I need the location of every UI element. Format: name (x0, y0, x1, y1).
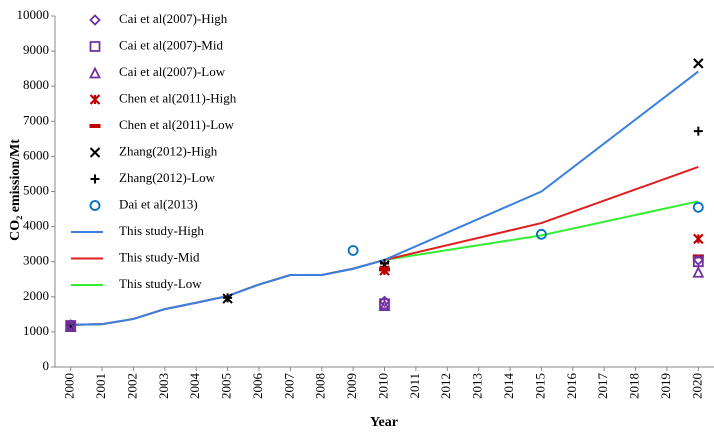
y-tick-label: 6000 (23, 147, 49, 162)
y-tick-label: 0 (43, 358, 50, 373)
x-tick-label: 2012 (438, 373, 453, 399)
y-tick-label: 9000 (23, 42, 49, 57)
y-axis-label: CO₂ emission/Mt (8, 139, 23, 241)
legend-label: This study-Low (119, 276, 202, 291)
x-tick-label: 2002 (124, 373, 139, 399)
x-tick-label: 2020 (689, 373, 704, 399)
x-tick-label: 2017 (595, 373, 610, 400)
x-axis-label: Year (370, 415, 398, 430)
scatter-point (379, 265, 390, 276)
legend-label: Cai et al(2007)-Mid (119, 37, 223, 52)
x-tick-label: 2007 (281, 373, 296, 400)
x-tick-label: 2009 (344, 373, 359, 399)
scatter-point (378, 299, 391, 311)
legend-marker (89, 147, 101, 158)
scatter-point (693, 58, 704, 69)
legend-marker (89, 66, 101, 79)
x-tick-label: 2004 (187, 373, 202, 400)
legend-label: Zhang(2012)-High (119, 143, 218, 158)
scatter-point (692, 254, 705, 266)
legend-label: Chen et al(2011)-High (119, 90, 237, 105)
x-tick-label: 2013 (470, 373, 485, 399)
x-tick-label: 2006 (250, 373, 265, 400)
scatter-point (692, 265, 705, 278)
x-tick-label: 2010 (375, 373, 390, 399)
legend-label: Chen et al(2011)-Low (119, 117, 235, 132)
scatter-point (64, 319, 77, 331)
legend-marker (89, 41, 101, 52)
x-tick-label: 2005 (219, 373, 234, 399)
legend-marker (89, 14, 101, 26)
legend-label: This study-Mid (119, 249, 200, 264)
x-tick-label: 2001 (93, 373, 108, 399)
y-tick-label: 5000 (23, 182, 49, 197)
scatter-point (536, 228, 547, 240)
y-tick-label: 10000 (17, 7, 50, 22)
scatter-point (693, 233, 704, 245)
x-tick-label: 2003 (156, 373, 171, 399)
x-tick-label: 2018 (627, 373, 642, 399)
y-tick-label: 8000 (23, 77, 49, 92)
x-tick-label: 2014 (501, 373, 516, 400)
y-tick-label: 3000 (23, 253, 49, 268)
x-tick-label: 2011 (407, 373, 422, 399)
scatter-point (692, 201, 704, 213)
legend-marker (90, 174, 100, 184)
legend-marker (89, 200, 101, 211)
x-tick-label: 2016 (564, 373, 579, 400)
x-tick-label: 2015 (532, 373, 547, 399)
scatter-point (347, 245, 359, 256)
legend-label: Cai et al(2007)-High (119, 11, 228, 26)
legend-label: This study-High (119, 223, 204, 238)
y-tick-label: 4000 (23, 218, 49, 233)
scatter-point (222, 293, 233, 304)
scatter-point (693, 126, 703, 136)
y-tick-label: 1000 (23, 323, 49, 338)
legend-marker (89, 94, 101, 105)
x-tick-label: 2000 (62, 373, 77, 399)
legend-label: Dai et al(2013) (119, 196, 198, 211)
x-tick-label: 2019 (658, 373, 673, 399)
scatter-point (378, 295, 391, 308)
x-tick-label: 2008 (313, 373, 328, 399)
legend-label: Zhang(2012)-Low (119, 170, 216, 185)
y-tick-label: 2000 (23, 288, 49, 303)
legend-label: Cai et al(2007)-Low (119, 64, 226, 79)
y-tick-label: 7000 (23, 112, 49, 127)
